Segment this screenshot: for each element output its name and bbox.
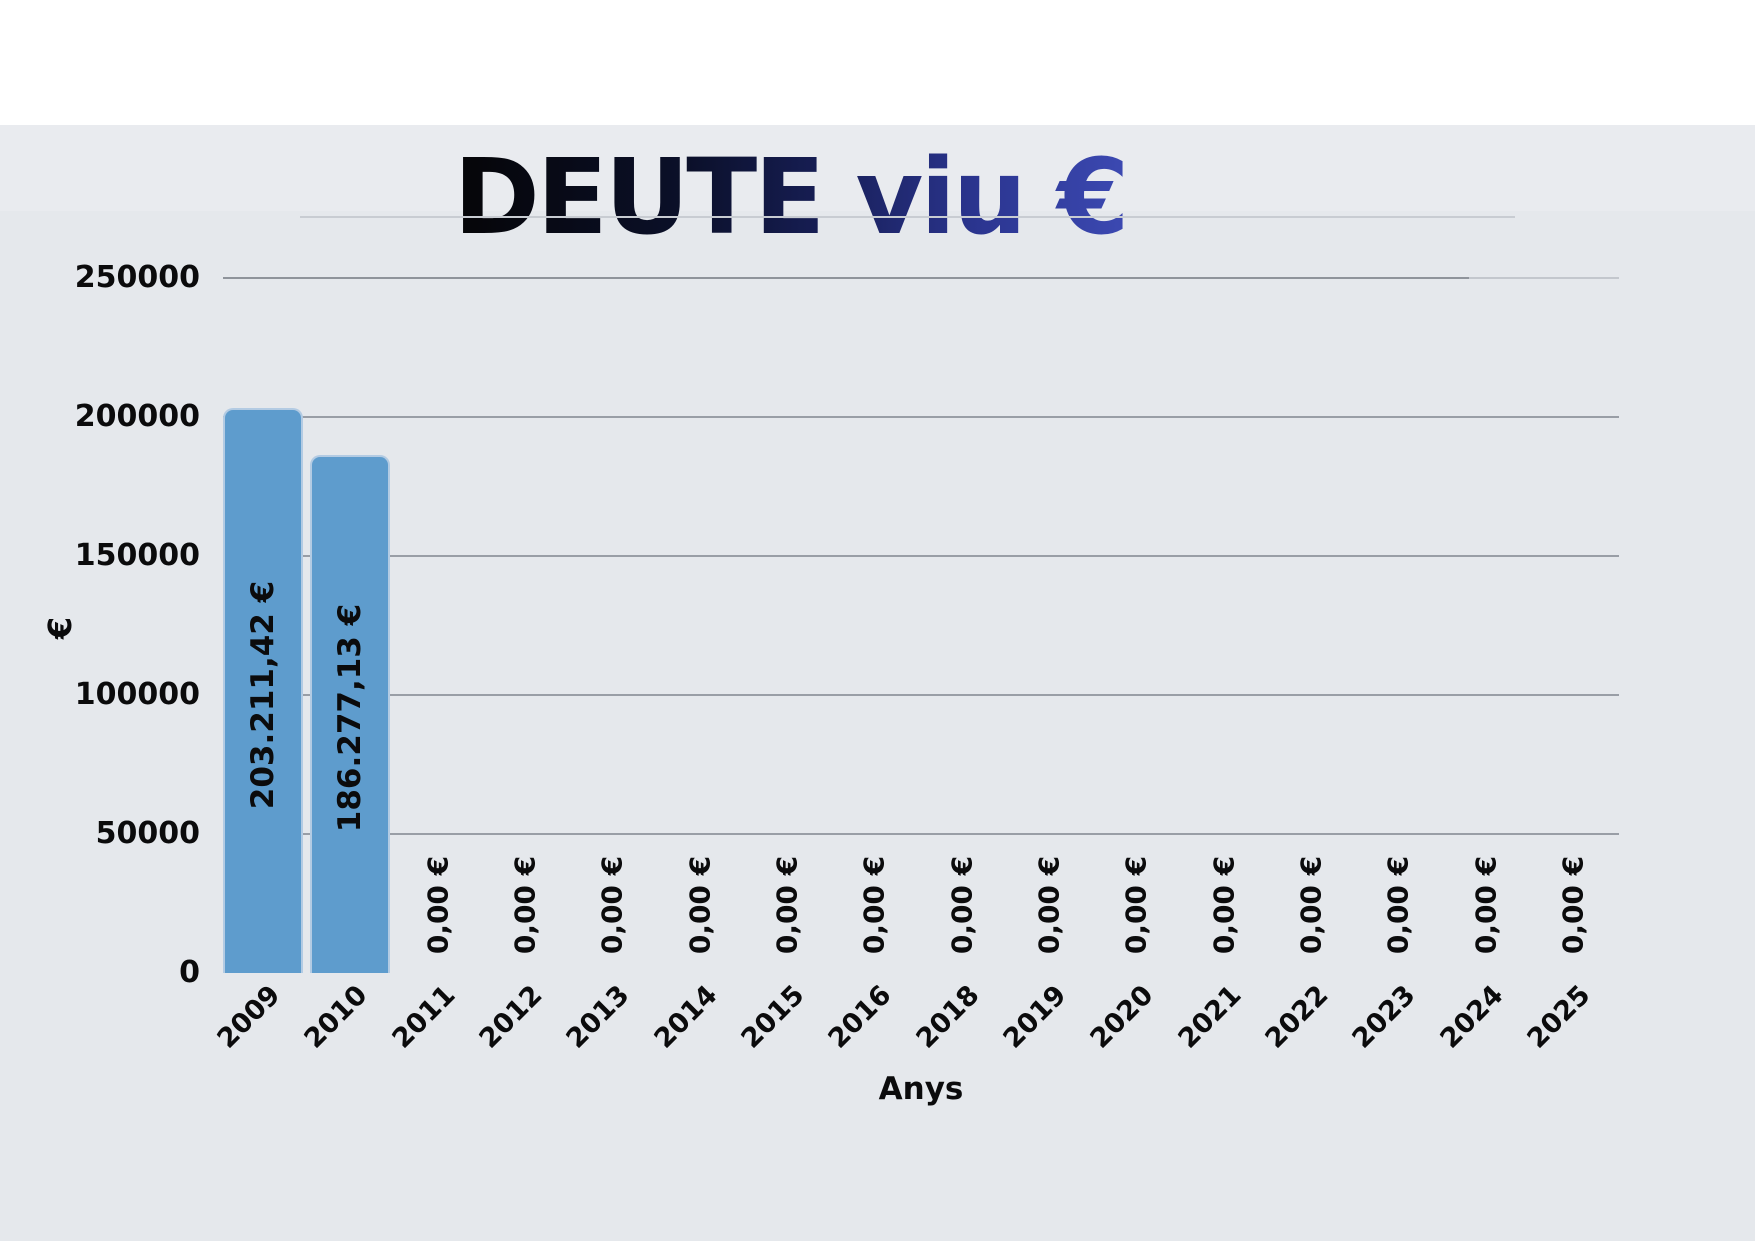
zero-value-label: 0,00 € <box>595 855 629 955</box>
y-tick-label: 0 <box>179 955 200 990</box>
x-axis-title: Anys <box>878 1071 964 1107</box>
y-axis-title: € <box>41 616 79 640</box>
y-tick-label: 150000 <box>74 538 200 573</box>
y-tick-label: 200000 <box>74 399 200 434</box>
title-overlay-gridline <box>300 216 1515 218</box>
zero-value-label: 0,00 € <box>1556 855 1590 955</box>
zero-value-label: 0,00 € <box>945 855 979 955</box>
zero-value-label: 0,00 € <box>1469 855 1503 955</box>
zero-value-label: 0,00 € <box>857 855 891 955</box>
chart-title: DEUTE viu € <box>453 136 1129 258</box>
gridline <box>223 833 1619 835</box>
zero-value-label: 0,00 € <box>1381 855 1415 955</box>
gridline <box>223 277 1619 279</box>
y-tick-label: 250000 <box>74 260 200 295</box>
bar-value-label: 186.277,13 € <box>332 603 369 833</box>
bar <box>310 455 391 973</box>
zero-value-label: 0,00 € <box>508 855 542 955</box>
y-tick-label: 50000 <box>95 816 200 851</box>
zero-value-label: 0,00 € <box>421 855 455 955</box>
zero-value-label: 0,00 € <box>1119 855 1153 955</box>
zero-value-label: 0,00 € <box>683 855 717 955</box>
y-tick-label: 100000 <box>74 677 200 712</box>
bar <box>223 408 303 973</box>
zero-value-label: 0,00 € <box>1207 855 1241 955</box>
bar-value-label: 203.211,42 € <box>245 580 281 809</box>
zero-value-label: 0,00 € <box>1032 855 1066 955</box>
zero-value-label: 0,00 € <box>770 855 804 955</box>
gridline <box>223 416 1619 418</box>
gridline <box>223 694 1619 696</box>
zero-value-label: 0,00 € <box>1294 855 1328 955</box>
chart-background-strip <box>0 125 1755 211</box>
gridline <box>223 555 1619 557</box>
